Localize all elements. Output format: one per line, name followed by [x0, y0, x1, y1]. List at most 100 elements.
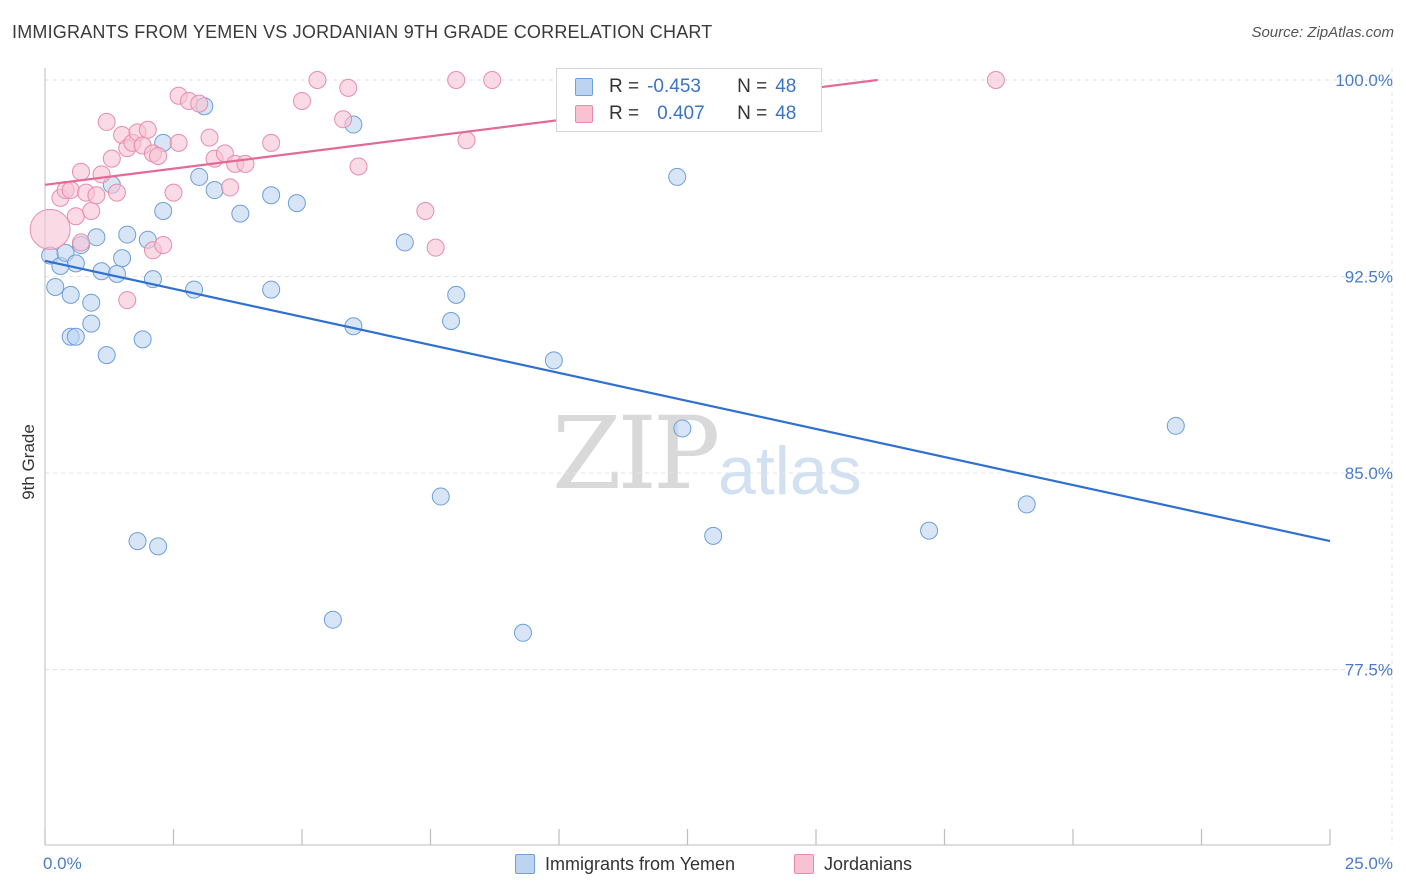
- y-tick-label: 92.5%: [1345, 267, 1393, 286]
- jordanian-point: [416, 201, 435, 220]
- jordanian-point: [149, 146, 168, 165]
- bottom-swatch-blue: [515, 854, 535, 874]
- legend-swatch-pink: [575, 105, 593, 123]
- y-tick-label: 77.5%: [1345, 660, 1393, 679]
- jordanian-point: [334, 110, 353, 129]
- yemen-point: [262, 280, 281, 299]
- bottom-legend-jordanians: Jordanians: [794, 852, 912, 876]
- y-tick-label: 100.0%: [1335, 71, 1393, 90]
- yemen-point: [107, 264, 126, 283]
- source-credit: Source: ZipAtlas.com: [1251, 24, 1394, 41]
- jordanian-point: [71, 162, 90, 181]
- correlation-legend: R = -0.453 N = 48 R = 0.407 N = 48: [556, 68, 822, 132]
- jordanian-point: [169, 133, 188, 152]
- yemen-point: [920, 521, 939, 540]
- yemen-point: [97, 346, 116, 365]
- jordanian-point: [97, 112, 116, 131]
- jordanian-point: [190, 94, 209, 113]
- jordanian-point: [293, 91, 311, 110]
- legend-n-value: 48: [775, 76, 797, 97]
- x-tick-label: 0.0%: [43, 854, 82, 873]
- yemen-point: [118, 225, 137, 244]
- legend-swatch-blue: [575, 78, 593, 96]
- legend-n-value: 48: [775, 103, 797, 124]
- jordanian-point: [138, 120, 157, 139]
- yemen-point: [514, 623, 533, 642]
- jordanian-point: [107, 183, 126, 202]
- legend-n-label: N =: [737, 76, 768, 97]
- legend-row-jordanian: R = 0.407 N = 48: [575, 103, 796, 125]
- yemen-point: [442, 312, 461, 331]
- yemen-point: [1166, 416, 1185, 435]
- jordanian-point: [349, 157, 368, 176]
- legend-r-value: 0.407: [657, 103, 705, 124]
- x-tick-label: 25.0%: [1345, 854, 1393, 873]
- yemen-point: [82, 293, 101, 312]
- watermark-zip: ZIP: [552, 395, 720, 512]
- yemen-point: [154, 201, 173, 220]
- jordanian-point: [426, 238, 445, 257]
- yemen-points: [41, 97, 1185, 642]
- yemen-point: [668, 167, 687, 186]
- jordanian-point: [308, 71, 327, 89]
- jordanian-point: [200, 128, 219, 147]
- jordanian-point: [66, 207, 85, 226]
- jordanian-point: [483, 71, 502, 89]
- yemen-point: [704, 526, 723, 545]
- yemen-point: [262, 186, 281, 205]
- grid-lines: [45, 68, 1393, 845]
- yemen-point: [128, 532, 147, 551]
- legend-n-label: N =: [737, 103, 768, 124]
- yemen-point: [87, 228, 106, 247]
- yemen-point: [395, 233, 414, 252]
- trend-lines: [44, 78, 1331, 543]
- jordanian-point: [262, 133, 281, 152]
- jordanian-point: [457, 131, 476, 150]
- jordanian-point: [82, 201, 101, 220]
- chart-title: IMMIGRANTS FROM YEMEN VS JORDANIAN 9TH G…: [12, 22, 713, 42]
- jordanian-point: [92, 165, 111, 184]
- jordanian-point: [87, 186, 106, 205]
- jordanian-point: [61, 181, 80, 200]
- yemen-point: [61, 285, 80, 304]
- yemen-point: [66, 327, 85, 346]
- jordanian-point: [118, 291, 137, 310]
- jordanian-point: [102, 149, 121, 168]
- jordanian-point: [71, 233, 90, 252]
- yemen-point: [1017, 495, 1036, 514]
- axes: [44, 68, 1331, 846]
- yemen-point: [287, 194, 306, 213]
- jordanian-point: [447, 71, 466, 89]
- legend-row-yemen: R = -0.453 N = 48: [575, 76, 796, 98]
- yemen-point: [323, 610, 342, 629]
- legend-r-value: -0.453: [647, 76, 701, 97]
- jordanian-point: [339, 78, 358, 97]
- bottom-swatch-pink: [794, 854, 814, 874]
- yemen-point: [82, 314, 101, 333]
- legend-r-label: R =: [609, 76, 640, 97]
- axis-labels: 77.5% 85.0% 92.5% 100.0% 0.0% 25.0% 9th Grade: [19, 71, 1393, 873]
- yemen-point: [205, 181, 224, 200]
- bottom-legend-label: Immigrants from Yemen: [545, 853, 736, 874]
- jordanian-points: [29, 71, 1005, 310]
- yemen-point: [447, 285, 466, 304]
- yemen-point: [113, 249, 132, 268]
- yemen-trend-line: [44, 259, 1331, 543]
- y-tick-label: 85.0%: [1345, 464, 1393, 483]
- y-axis-label: 9th Grade: [19, 424, 38, 500]
- jordanian-point: [154, 236, 173, 255]
- jordanian-point: [164, 183, 183, 202]
- jordanian-point: [29, 208, 71, 250]
- yemen-point: [431, 487, 450, 506]
- jordanian-point: [221, 178, 240, 197]
- yemen-point: [190, 167, 209, 186]
- watermark-atlas: atlas: [718, 433, 862, 509]
- yemen-point: [133, 330, 152, 349]
- jordanian-point: [986, 71, 1005, 89]
- bottom-legend-label: Jordanians: [824, 853, 913, 874]
- yemen-point: [46, 277, 65, 296]
- yemen-point: [673, 419, 692, 438]
- yemen-point: [149, 537, 168, 556]
- yemen-point: [231, 204, 250, 223]
